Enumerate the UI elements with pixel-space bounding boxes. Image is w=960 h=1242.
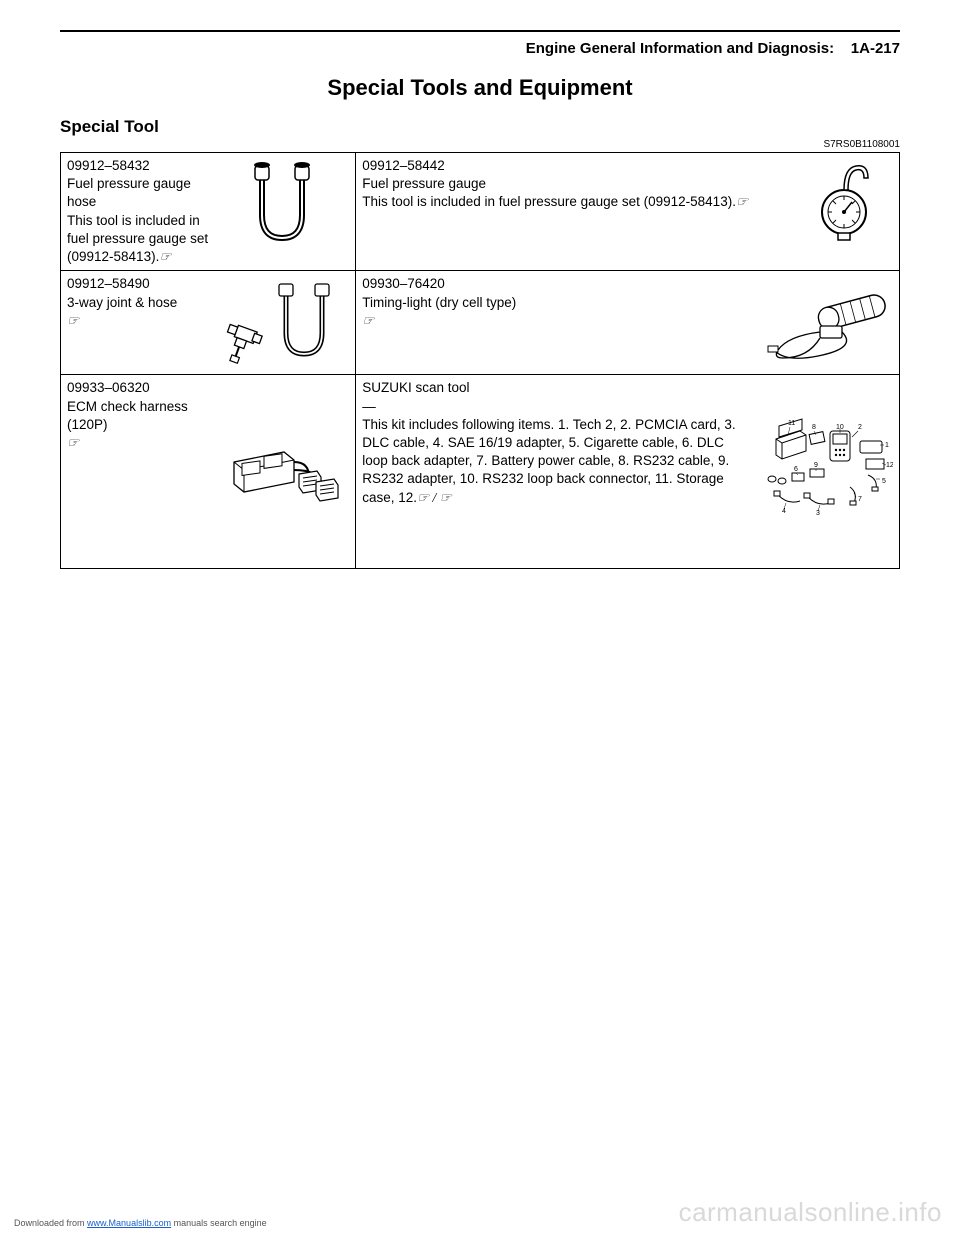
tool-illustration xyxy=(214,379,349,564)
svg-text:2: 2 xyxy=(858,424,862,431)
svg-text:9: 9 xyxy=(814,462,818,469)
part-number: 09930–76420 xyxy=(362,275,752,293)
footer-link[interactable]: www.Manualslib.com xyxy=(87,1218,171,1228)
svg-text:1: 1 xyxy=(885,442,889,449)
footer-prefix: Downloaded from xyxy=(14,1218,87,1228)
tool-illustration xyxy=(758,157,893,252)
sub-title: Special Tool xyxy=(60,117,900,137)
svg-text:8: 8 xyxy=(812,424,816,431)
tools-table: 09912–58432 Fuel pressure gauge hose Thi… xyxy=(60,152,900,569)
ref-icon: ☞ xyxy=(67,312,208,330)
tool-name: ECM check harness (120P) xyxy=(67,398,208,434)
tool-illustration xyxy=(214,275,349,370)
footer: Downloaded from www.Manualslib.com manua… xyxy=(14,1218,267,1228)
tool-desc: This tool is included in fuel pressure g… xyxy=(362,194,736,209)
svg-text:3: 3 xyxy=(816,510,820,517)
ref-icon: ☞ xyxy=(736,194,748,209)
svg-text:11: 11 xyxy=(788,420,795,427)
svg-text:12: 12 xyxy=(886,462,893,469)
tool-illustration xyxy=(214,157,349,252)
tool-name: Timing-light (dry cell type) xyxy=(362,294,752,312)
svg-text:5: 5 xyxy=(882,478,886,485)
svg-text:7: 7 xyxy=(858,496,862,503)
section-name: Engine General Information and Diagnosis… xyxy=(526,40,834,57)
ref-icon: ☞ xyxy=(159,249,171,264)
part-number: SUZUKI scan tool xyxy=(362,379,752,397)
tool-desc: This tool is included in fuel pressure g… xyxy=(67,213,208,264)
part-number: 09933–06320 xyxy=(67,379,208,397)
footer-suffix: manuals search engine xyxy=(171,1218,267,1228)
part-number: 09912–58432 xyxy=(67,157,208,175)
ref-icon: ☞ xyxy=(362,312,752,330)
page-number: 1A-217 xyxy=(851,40,900,57)
part-number: 09912–58442 xyxy=(362,157,752,175)
top-rule xyxy=(60,30,900,32)
tool-illustration xyxy=(758,275,893,370)
table-row: 09912–58490 3-way joint & hose ☞ xyxy=(61,271,900,375)
part-number: 09912–58490 xyxy=(67,275,208,293)
tool-name: Fuel pressure gauge hose xyxy=(67,175,208,211)
ref-icon: ☞ xyxy=(67,434,208,452)
tool-name: 3-way joint & hose xyxy=(67,294,208,312)
table-row: 09912–58432 Fuel pressure gauge hose Thi… xyxy=(61,153,900,271)
watermark: carmanualsonline.info xyxy=(679,1197,942,1228)
tool-name: Fuel pressure gauge xyxy=(362,175,752,193)
page-header: Engine General Information and Diagnosis… xyxy=(60,40,900,57)
manual-page: Engine General Information and Diagnosis… xyxy=(0,0,960,1242)
main-title: Special Tools and Equipment xyxy=(60,75,900,101)
tool-name: — xyxy=(362,398,752,416)
svg-text:6: 6 xyxy=(794,466,798,473)
tool-illustration: 11 10 8 2 xyxy=(758,379,893,564)
doc-code: S7RS0B1108001 xyxy=(60,139,900,150)
ref-icon: ☞ / ☞ xyxy=(417,490,452,505)
svg-text:4: 4 xyxy=(782,508,786,515)
table-row: 09933–06320 ECM check harness (120P) ☞ xyxy=(61,375,900,569)
